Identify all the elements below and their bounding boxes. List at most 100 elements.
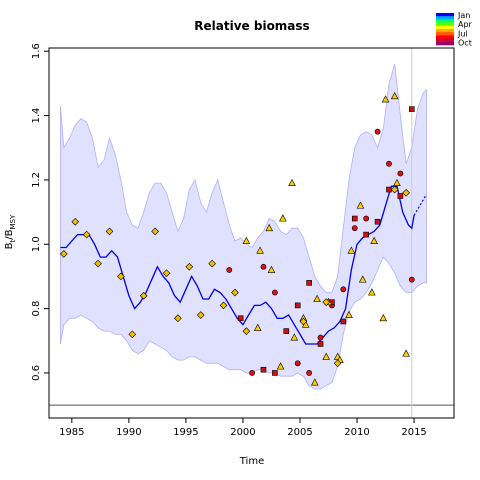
data-point-triangle-3-12 xyxy=(393,178,401,187)
y-tick-label-0: 0.6 xyxy=(31,365,42,381)
data-point-square-1-12 xyxy=(386,186,392,193)
legend-swatch-3 xyxy=(436,22,454,27)
data-point-square-1-14 xyxy=(408,106,415,112)
data-point-square-1-5 xyxy=(306,280,312,286)
y-axis-label-sub-t: t xyxy=(9,239,17,242)
y-tick-label-4: 1.4 xyxy=(31,108,42,124)
data-point-triangle-2-13 xyxy=(390,92,399,100)
data-point-circle-0-2 xyxy=(260,263,267,270)
data-point-triangle-2-12 xyxy=(379,314,388,322)
data-point-diamond-4-20 xyxy=(390,185,399,194)
legend-swatch-8 xyxy=(436,38,454,43)
data-point-diamond-4-19 xyxy=(333,359,342,368)
data-point-triangle-2-9 xyxy=(345,310,353,318)
uncertainty-band-layer xyxy=(60,63,427,390)
data-point-square-1-8 xyxy=(340,318,347,325)
data-point-triangle-2-14 xyxy=(402,349,410,357)
data-point-diamond-4-15 xyxy=(231,288,239,297)
data-point-diamond-4-3 xyxy=(94,259,102,268)
y-axis-label-sub-msy: MSY xyxy=(9,214,17,229)
data-point-triangle-2-6 xyxy=(311,378,319,386)
data-point-circle-0-15 xyxy=(408,276,415,283)
data-point-circle-0-0 xyxy=(226,267,233,273)
data-point-diamond-4-7 xyxy=(139,291,148,300)
data-point-circle-0-5 xyxy=(294,360,301,367)
y-axis-label: Bt/BMSY xyxy=(4,214,17,249)
data-point-square-1-10 xyxy=(363,231,369,238)
observation-points xyxy=(60,92,415,386)
legend-swatch-9 xyxy=(436,41,454,46)
data-point-diamond-4-14 xyxy=(219,301,228,310)
data-point-diamond-4-11 xyxy=(185,262,194,271)
legend-swatch-2 xyxy=(436,19,454,23)
data-point-square-1-3 xyxy=(283,328,290,334)
data-point-diamond-4-0 xyxy=(60,250,68,258)
data-point-square-1-4 xyxy=(294,302,301,309)
data-point-diamond-4-12 xyxy=(196,311,205,319)
y-tick-label-5: 1.6 xyxy=(31,43,42,59)
data-point-triangle-3-3 xyxy=(290,333,299,341)
data-point-square-1-2 xyxy=(272,370,278,376)
data-point-circle-0-10 xyxy=(351,225,358,232)
y-axis-label-ratio: /B xyxy=(4,229,15,239)
data-point-square-1-0 xyxy=(237,315,244,322)
x-tick-label-1995: 1995 xyxy=(173,427,198,438)
data-point-triangle-3-1 xyxy=(267,265,276,273)
data-point-diamond-4-13 xyxy=(208,259,216,268)
data-point-diamond-4-6 xyxy=(128,330,137,339)
x-tick-label-2000: 2000 xyxy=(230,427,255,438)
data-point-triangle-3-0 xyxy=(256,246,264,254)
data-point-triangle-3-9 xyxy=(358,275,367,283)
data-point-diamond-4-21 xyxy=(402,188,410,197)
data-point-triangle-2-2 xyxy=(265,223,273,232)
data-point-triangle-3-5 xyxy=(313,294,321,302)
data-point-triangle-3-8 xyxy=(347,246,356,254)
legend-label-jan: Jan xyxy=(457,11,470,20)
legend-swatch-5 xyxy=(436,29,454,33)
data-point-circle-0-13 xyxy=(386,160,392,167)
data-point-circle-0-1 xyxy=(249,370,255,376)
median-line xyxy=(60,185,415,345)
data-point-circle-0-3 xyxy=(271,289,278,296)
data-point-triangle-2-3 xyxy=(276,362,285,370)
data-point-diamond-4-8 xyxy=(151,227,159,236)
data-point-triangle-2-0 xyxy=(242,236,251,244)
data-point-triangle-2-11 xyxy=(368,288,376,296)
legend-label-oct: Oct xyxy=(458,39,472,48)
y-tick-label-1: 0.8 xyxy=(31,301,42,317)
data-point-triangle-2-4 xyxy=(288,178,296,187)
data-point-square-1-13 xyxy=(397,193,404,199)
legend-swatch-4 xyxy=(436,25,454,30)
legend-swatch-7 xyxy=(436,35,454,39)
data-point-circle-0-12 xyxy=(374,128,381,135)
data-point-square-1-1 xyxy=(260,366,267,373)
data-point-circle-0-7 xyxy=(317,334,324,341)
data-point-diamond-4-4 xyxy=(105,227,114,236)
median-line-layer xyxy=(60,185,427,345)
x-tick-label-2015: 2015 xyxy=(401,427,426,438)
legend-label-apr: Apr xyxy=(458,20,473,29)
axes: 1985 1990 1995 2000 2005 2010 2015 0.6 0.8 1.0 1.2… xyxy=(31,43,455,438)
data-point-diamond-4-16 xyxy=(242,327,251,335)
data-point-triangle-2-7 xyxy=(322,352,331,360)
data-point-diamond-4-2 xyxy=(82,230,91,239)
chart-title: Relative biomass xyxy=(194,19,309,33)
data-point-triangle-3-10 xyxy=(370,236,378,244)
y-tick-label-3: 1.2 xyxy=(31,172,42,188)
data-point-diamond-4-1 xyxy=(71,217,80,226)
plot-frame xyxy=(48,47,455,419)
data-point-triangle-2-1 xyxy=(253,323,262,331)
data-point-triangle-3-2 xyxy=(279,214,287,222)
uncertainty-band xyxy=(60,63,427,390)
data-point-circle-0-14 xyxy=(397,170,404,177)
data-point-square-1-11 xyxy=(374,218,381,225)
legend-swatch-1 xyxy=(436,16,454,20)
y-tick-label-2: 1.0 xyxy=(31,236,42,252)
legend-swatch-6 xyxy=(436,32,454,36)
data-point-diamond-4-17 xyxy=(299,317,308,326)
data-point-triangle-2-10 xyxy=(356,201,365,209)
data-point-square-1-9 xyxy=(351,215,358,222)
x-tick-label-2005: 2005 xyxy=(287,427,312,438)
